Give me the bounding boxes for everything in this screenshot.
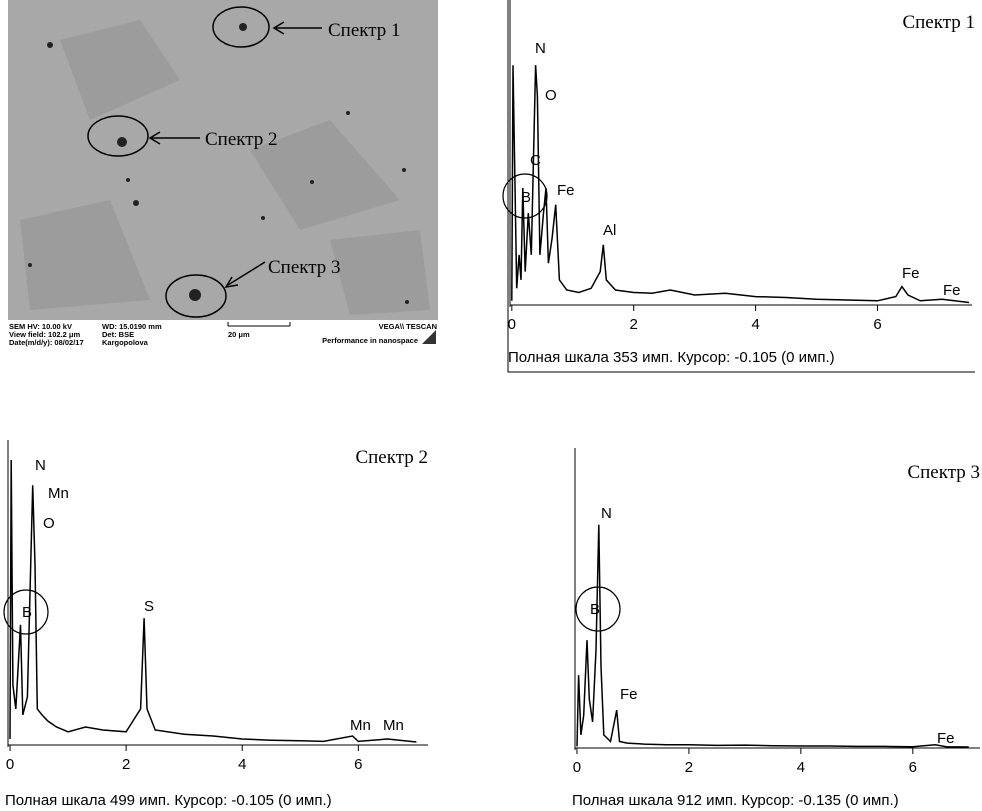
sem-label: Спектр 1 <box>328 20 401 41</box>
spectrum-line <box>576 524 969 748</box>
peak-label: Mn <box>383 717 404 734</box>
peak-label: O <box>545 87 557 104</box>
sem-info: Performance in nanospace <box>322 336 418 345</box>
sem-info: Date(m/d/y): 08/02/17 <box>9 338 84 347</box>
grain-texture <box>20 20 430 315</box>
peak-label: S <box>144 598 154 615</box>
peak-label: B <box>22 604 32 621</box>
chart-caption: Полная шкала 499 имп. Курсор: -0.105 (0 … <box>5 792 332 809</box>
x-tick-label: 2 <box>630 316 638 333</box>
x-tick-label: 0 <box>573 759 581 776</box>
peak-label: Mn <box>350 717 371 734</box>
x-tick-label: 0 <box>6 756 14 773</box>
chart-caption: Полная шкала 912 имп. Курсор: -0.135 (0 … <box>572 792 899 809</box>
peak-label: Mn <box>48 485 69 502</box>
sem-label: Спектр 3 <box>268 257 341 278</box>
peak-label: Fe <box>902 265 920 282</box>
sem-footer <box>8 320 438 344</box>
spectrum-line <box>511 65 970 304</box>
peak-label: C <box>530 152 541 169</box>
sem-info: View field: 102.2 μm <box>9 330 80 339</box>
panel-frame <box>507 0 975 373</box>
sem-info: SEM HV: 10.00 kV <box>9 322 72 331</box>
x-tick-label: 6 <box>909 759 917 776</box>
chart-title: Спектр 2 <box>355 447 428 468</box>
marker-ellipses <box>87 6 322 318</box>
peak-label: B <box>521 189 531 206</box>
sem-info: VEGA\\ TESCAN <box>379 322 437 331</box>
boron-marker <box>502 173 548 219</box>
chart-title: Спектр 3 <box>907 462 980 483</box>
peak-label: Fe <box>943 282 961 299</box>
inclusions <box>28 23 409 304</box>
peak-label: B <box>590 601 600 618</box>
x-tick-label: 2 <box>685 759 693 776</box>
x-tick-label: 6 <box>873 316 881 333</box>
boron-marker <box>3 589 49 635</box>
x-tick-label: 4 <box>238 756 246 773</box>
peak-label: Fe <box>937 730 955 747</box>
peak-label: N <box>35 457 46 474</box>
boron-marker <box>575 586 621 632</box>
sem-info: WD: 15.0190 mm <box>102 322 162 331</box>
sem-label: Спектр 2 <box>205 129 278 150</box>
x-tick-label: 0 <box>508 316 516 333</box>
sem-info: Kargopolova <box>102 338 149 347</box>
x-tick-label: 2 <box>122 756 130 773</box>
peak-label: N <box>535 40 546 57</box>
peak-label: O <box>43 515 55 532</box>
x-tick-label: 4 <box>797 759 805 776</box>
chart-caption: Полная шкала 353 имп. Курсор: -0.105 (0 … <box>508 349 835 366</box>
chart-title: Спектр 1 <box>902 12 975 33</box>
x-tick-label: 4 <box>751 316 759 333</box>
peak-label: Al <box>603 222 616 239</box>
sem-info: 20 μm <box>228 330 250 339</box>
spectrum-line <box>9 459 417 743</box>
sem-image: Спектр 1 Спектр 2 Спектр 3 SEM HV: 10.00… <box>8 0 438 347</box>
sem-info: Det: BSE <box>102 330 134 339</box>
logo <box>422 330 436 344</box>
peak-label: Fe <box>557 182 575 199</box>
peak-label: N <box>601 505 612 522</box>
peak-label: Fe <box>620 686 638 703</box>
x-tick-label: 6 <box>354 756 362 773</box>
scale-bar <box>227 322 291 327</box>
